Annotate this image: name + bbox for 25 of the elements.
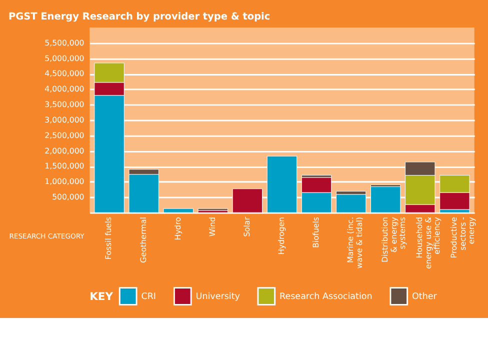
legend-label: Research Association	[280, 292, 372, 302]
x-tick-label: Hydro	[173, 216, 182, 240]
y-tick-label: 500,000	[52, 192, 84, 202]
y-tick-label: 1,500,000	[44, 162, 84, 171]
legend-label: University	[196, 292, 240, 302]
y-tick-label: 2,500,000	[44, 130, 84, 140]
y-tick-label: 4,500,000	[44, 69, 84, 78]
legend-title: KEY	[90, 290, 114, 304]
x-tick-label: Fossil fuels	[104, 216, 114, 260]
y-tick-label: 5,500,000	[44, 38, 84, 48]
x-tick-label: Biofuels	[311, 216, 320, 248]
y-tick-label: 5,000,000	[44, 54, 84, 63]
legend-label: Other	[412, 292, 438, 302]
x-tick-label: Geothermal	[138, 216, 148, 263]
y-tick-label: 3,000,000	[44, 115, 84, 124]
legend-label: CRI	[141, 292, 156, 302]
y-tick-label: 1,000,000	[44, 177, 84, 186]
x-tick-label: Wind	[208, 216, 217, 237]
x-tick-label: Hydrogen	[276, 216, 286, 255]
x-tick-label: Solar	[242, 216, 252, 237]
x-tick-label: Marine (inc. wave & tidal)	[346, 216, 364, 269]
chart-title: PGST Energy Research by provider type & topic	[8, 12, 270, 23]
y-tick-label: 2,000,000	[44, 146, 84, 156]
y-tick-label: 3,500,000	[44, 100, 84, 110]
y-tick-label: 4,000,000	[44, 84, 84, 94]
